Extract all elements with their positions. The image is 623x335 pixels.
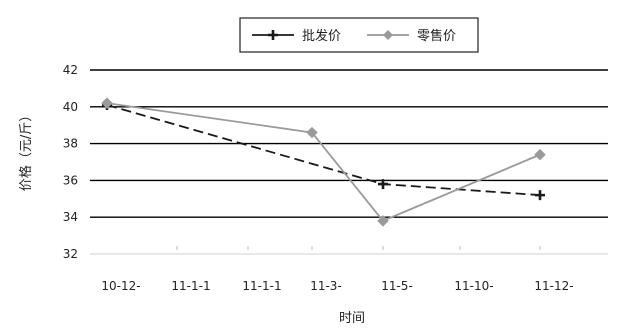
series-line-2	[106, 102, 541, 222]
legend-marker	[268, 30, 278, 40]
legend-marker	[383, 30, 393, 40]
data-point	[534, 148, 546, 161]
x-axis-title: 时间	[339, 311, 365, 326]
data-point	[535, 190, 545, 201]
x-tick-label: 11-5-	[381, 279, 413, 293]
x-tick-label: 10-12-	[101, 279, 140, 293]
y-tick-label: 38	[63, 137, 78, 151]
legend-label: 零售价	[417, 28, 456, 44]
legend: 批发价 零售价	[239, 17, 479, 53]
gridlines	[90, 69, 608, 255]
y-axis-title: 价格（元/斤）	[18, 109, 34, 191]
data-point	[378, 179, 388, 190]
y-tick-label: 32	[63, 247, 78, 261]
legend-label: 批发价	[302, 28, 341, 44]
x-tick-label: 11-1-1	[242, 279, 281, 293]
y-tick-labels: 42 40 38 36 34 32	[63, 63, 78, 261]
y-tick-label: 40	[63, 100, 78, 114]
data-point	[101, 97, 113, 109]
y-tick-label: 36	[63, 173, 78, 187]
y-tick-label: 34	[63, 210, 78, 224]
x-tick-label: 11-12-	[534, 279, 573, 293]
x-tick-label: 11-10-	[454, 279, 493, 293]
x-tick-label: 11-3-	[310, 279, 342, 293]
data-point	[377, 215, 389, 227]
x-tick-label: 11-1-1	[171, 279, 210, 293]
x-tick-labels: 10-12- 11-1-1 11-1-1 11-3- 11-5- 11-10- 11-12-	[101, 279, 573, 293]
y-tick-label: 42	[63, 63, 78, 77]
series-lines	[101, 97, 546, 227]
data-point	[306, 126, 318, 139]
